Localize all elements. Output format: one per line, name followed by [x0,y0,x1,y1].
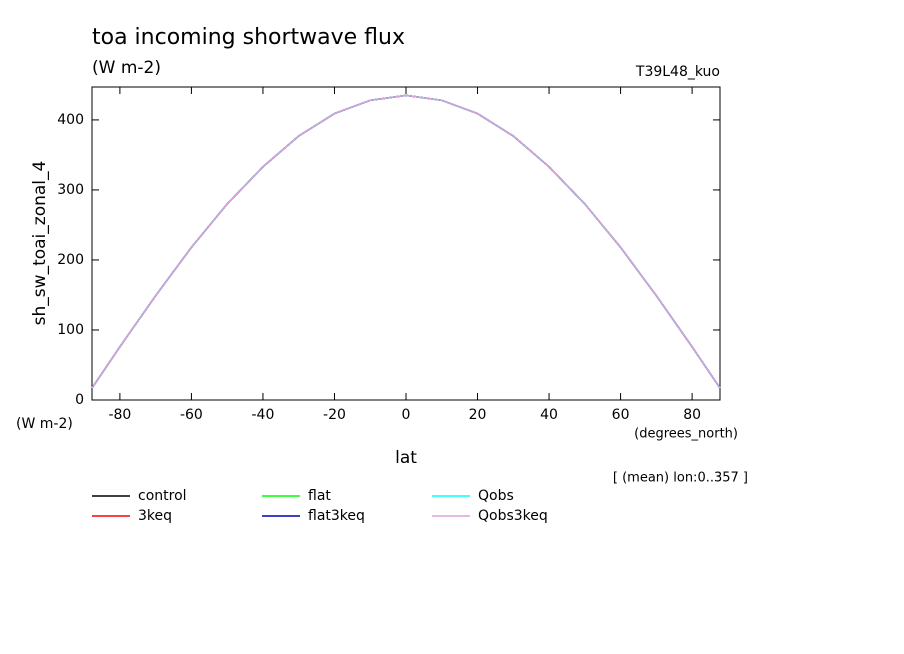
x-tick-label: 40 [540,407,558,423]
legend-label: flat3keq [308,508,365,524]
series-line [91,94,721,389]
note: [ (mean) lon:0..357 ] [613,471,748,486]
y-tick-label: 300 [57,182,84,198]
y-axis-label: sh_sw_toai_zonal_4 [30,161,50,326]
series-line [91,94,721,389]
x-units: (degrees_north) [634,427,738,442]
legend-label: control [138,488,187,504]
run-label: T39L48_kuo [635,64,720,80]
x-tick-label: -80 [108,407,131,423]
series-line [91,94,721,389]
plot-frame [91,86,721,401]
legend-label: Qobs [478,488,514,504]
x-tick-label: -40 [252,407,275,423]
y-units: (W m-2) [16,416,73,432]
legend-label: flat [308,488,331,504]
x-axis-label: lat [395,448,417,468]
chart-subtitle: (W m-2) [92,58,161,78]
y-tick-label: 400 [57,112,84,128]
x-tick-label: 60 [612,407,630,423]
series-line [91,94,721,389]
chart-title: toa incoming shortwave flux [92,25,405,50]
x-tick-label: -60 [180,407,203,423]
y-tick-label: 200 [57,252,84,268]
series-line [91,94,721,389]
y-tick-label: 100 [57,322,84,338]
series-line [91,94,721,389]
y-tick-label: 0 [75,392,84,408]
x-tick-label: 80 [683,407,701,423]
legend-label: 3keq [138,508,172,524]
x-tick-label: -20 [323,407,346,423]
x-tick-label: 0 [402,407,411,423]
x-tick-label: 20 [469,407,487,423]
legend-label: Qobs3keq [478,508,548,524]
